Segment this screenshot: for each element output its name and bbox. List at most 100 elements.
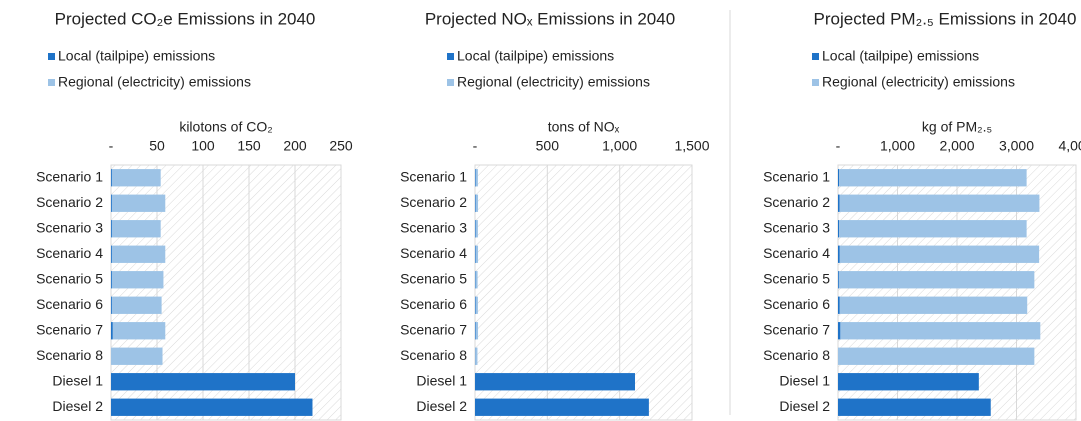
legend-label: Local (tailpipe) emissions bbox=[457, 48, 614, 64]
bar-segment bbox=[838, 271, 839, 289]
bar-segment bbox=[838, 169, 840, 187]
legend-swatch bbox=[447, 79, 454, 86]
bar-segment bbox=[838, 271, 1035, 289]
bar-segment bbox=[475, 271, 478, 289]
bar-segment bbox=[839, 194, 1040, 212]
bar-segment bbox=[111, 271, 112, 289]
x-tick-label: - bbox=[836, 138, 841, 154]
y-tick-label: Scenario 8 bbox=[400, 347, 467, 363]
bar-segment bbox=[111, 194, 166, 212]
y-tick-label: Scenario 6 bbox=[36, 296, 103, 312]
bar-segment bbox=[475, 245, 479, 263]
bar-segment bbox=[111, 169, 161, 187]
bar-segment bbox=[475, 322, 479, 340]
y-tick-label: Diesel 2 bbox=[52, 398, 103, 414]
y-tick-label: Scenario 5 bbox=[763, 270, 830, 286]
bar-segment bbox=[838, 245, 840, 263]
legend-swatch bbox=[48, 79, 55, 86]
bar-segment bbox=[111, 169, 112, 187]
x-tick-label: 500 bbox=[536, 138, 560, 154]
bar-segment bbox=[475, 194, 476, 212]
legend-label: Local (tailpipe) emissions bbox=[822, 48, 979, 64]
y-tick-label: Scenario 3 bbox=[36, 219, 103, 235]
chart-title: Projected CO₂e Emissions in 2040 bbox=[55, 9, 316, 28]
y-tick-label: Diesel 1 bbox=[779, 372, 830, 388]
bar-segment bbox=[475, 373, 636, 391]
bar-segment bbox=[475, 398, 649, 416]
x-tick-label: 100 bbox=[191, 138, 215, 154]
bar-segment bbox=[838, 220, 840, 238]
y-tick-label: Scenario 6 bbox=[400, 296, 467, 312]
x-tick-label: 1,000 bbox=[602, 138, 637, 154]
y-tick-label: Diesel 1 bbox=[52, 372, 103, 388]
y-tick-label: Diesel 2 bbox=[779, 398, 830, 414]
y-tick-label: Scenario 3 bbox=[400, 219, 467, 235]
x-tick-label: 200 bbox=[283, 138, 307, 154]
x-axis-label: tons of NOₓ bbox=[548, 119, 620, 135]
y-tick-label: Scenario 5 bbox=[400, 270, 467, 286]
y-tick-label: Scenario 6 bbox=[763, 296, 830, 312]
bar-segment bbox=[839, 245, 1040, 263]
bar-segment bbox=[475, 322, 476, 340]
y-tick-label: Scenario 4 bbox=[36, 245, 103, 261]
x-tick-label: 3,000 bbox=[999, 138, 1034, 154]
bar-segment bbox=[111, 245, 112, 263]
y-tick-label: Scenario 1 bbox=[36, 168, 103, 184]
bar-segment bbox=[475, 245, 476, 263]
bar-segment bbox=[475, 220, 476, 238]
bar-segment bbox=[839, 220, 1027, 238]
y-tick-label: Scenario 1 bbox=[400, 168, 467, 184]
y-tick-label: Scenario 2 bbox=[763, 194, 830, 210]
bar-segment bbox=[840, 322, 1041, 340]
y-tick-label: Scenario 7 bbox=[400, 321, 467, 337]
y-tick-label: Scenario 8 bbox=[36, 347, 103, 363]
y-tick-label: Scenario 2 bbox=[400, 194, 467, 210]
y-tick-label: Scenario 7 bbox=[36, 321, 103, 337]
x-axis-label: kg of PM₂.₅ bbox=[922, 119, 992, 135]
bar-segment bbox=[111, 322, 113, 340]
bar-segment bbox=[475, 296, 478, 314]
legend-label: Regional (electricity) emissions bbox=[457, 74, 650, 90]
x-tick-label: 150 bbox=[237, 138, 261, 154]
bar-segment bbox=[111, 220, 161, 238]
bar-segment bbox=[839, 169, 1027, 187]
x-axis-label: kilotons of CO₂ bbox=[179, 119, 272, 135]
y-tick-label: Scenario 5 bbox=[36, 270, 103, 286]
y-tick-label: Diesel 1 bbox=[416, 372, 467, 388]
x-tick-label: - bbox=[109, 138, 114, 154]
y-tick-label: Scenario 4 bbox=[763, 245, 830, 261]
bar-segment bbox=[111, 220, 112, 238]
x-tick-label: - bbox=[473, 138, 478, 154]
bar-segment bbox=[112, 322, 166, 340]
bar-segment bbox=[838, 398, 991, 416]
chart-title: Projected NOₓ Emissions in 2040 bbox=[425, 9, 675, 28]
x-tick-label: 50 bbox=[149, 138, 165, 154]
bar-segment bbox=[838, 296, 840, 314]
legend-label: Regional (electricity) emissions bbox=[822, 74, 1015, 90]
x-tick-label: 1,000 bbox=[880, 138, 915, 154]
bar-segment bbox=[111, 398, 313, 416]
y-tick-label: Scenario 8 bbox=[763, 347, 830, 363]
bar-segment bbox=[111, 194, 112, 212]
bar-segment bbox=[838, 373, 979, 391]
y-tick-label: Scenario 2 bbox=[36, 194, 103, 210]
bar-segment bbox=[111, 296, 112, 314]
bar-segment bbox=[838, 347, 1035, 365]
bar-segment bbox=[111, 373, 295, 391]
y-tick-label: Diesel 2 bbox=[416, 398, 467, 414]
x-tick-label: 4,000 bbox=[1058, 138, 1081, 154]
bar-segment bbox=[475, 296, 476, 314]
bar-segment bbox=[838, 322, 841, 340]
bar-segment bbox=[111, 296, 162, 314]
x-tick-label: 250 bbox=[329, 138, 353, 154]
legend-swatch bbox=[812, 53, 819, 60]
x-tick-label: 1,500 bbox=[674, 138, 709, 154]
legend-label: Regional (electricity) emissions bbox=[58, 74, 251, 90]
bar-segment bbox=[839, 296, 1028, 314]
legend-swatch bbox=[48, 53, 55, 60]
bar-segment bbox=[111, 271, 164, 289]
legend-label: Local (tailpipe) emissions bbox=[58, 48, 215, 64]
bar-segment bbox=[475, 169, 478, 187]
y-tick-label: Scenario 4 bbox=[400, 245, 467, 261]
bar-segment bbox=[475, 220, 478, 238]
